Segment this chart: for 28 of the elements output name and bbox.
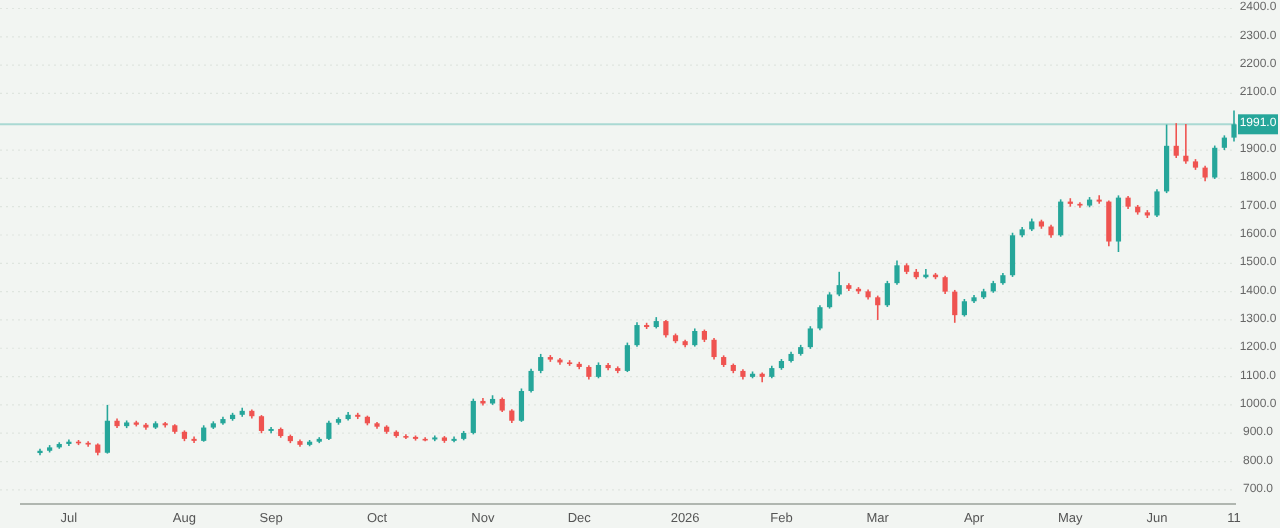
candlestick [836, 271, 842, 297]
candlestick [1058, 198, 1064, 238]
candlestick [942, 274, 948, 295]
candlestick [624, 341, 630, 373]
candlestick [952, 289, 958, 324]
candlestick [1154, 188, 1160, 218]
candlestick [817, 304, 823, 331]
candlestick [875, 294, 881, 321]
candlestick [1096, 194, 1102, 205]
candlestick [1212, 144, 1218, 180]
candlestick [1115, 194, 1122, 253]
candlestick [518, 387, 525, 423]
candlestick [528, 367, 534, 394]
candlestick [634, 321, 640, 348]
candlestick [807, 325, 813, 350]
candlestick [1106, 199, 1112, 248]
candlestick [692, 327, 698, 348]
candlestick [326, 419, 332, 441]
candlestick [538, 353, 544, 374]
candlestick [258, 414, 265, 435]
candlestick [711, 337, 717, 361]
candlestick [104, 404, 110, 455]
candlestick [884, 280, 890, 308]
candlestick [470, 397, 476, 436]
candlestick [1009, 231, 1016, 278]
candlestick [1164, 123, 1170, 194]
candlestick [894, 259, 900, 286]
candlestick [1173, 122, 1179, 159]
